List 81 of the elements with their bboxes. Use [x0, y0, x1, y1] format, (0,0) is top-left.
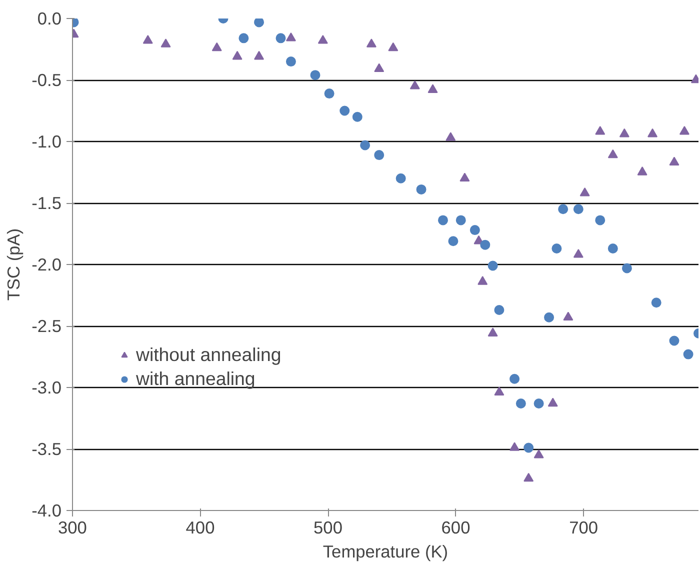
point: [318, 34, 328, 44]
point: [160, 38, 171, 48]
y-tick-label: 0.0: [37, 8, 62, 28]
point: [573, 248, 584, 258]
y-tick-label: -2.5: [32, 316, 62, 336]
point: [460, 172, 470, 182]
point: [637, 166, 648, 176]
point: [410, 80, 420, 90]
point: [534, 398, 544, 408]
point: [212, 42, 222, 52]
y-axis-title: TSC (pA): [4, 228, 24, 301]
point: [286, 32, 296, 42]
point: [388, 42, 398, 52]
y-tick-label: -3.5: [32, 439, 62, 459]
y-tick-label: -4.0: [32, 500, 62, 520]
point: [563, 312, 574, 320]
y-tick-label: -2.0: [32, 254, 62, 274]
point: [340, 106, 350, 116]
point: [254, 50, 264, 60]
point: [510, 374, 520, 384]
point: [366, 38, 376, 48]
point: [232, 50, 242, 60]
point: [446, 132, 456, 141]
point: [651, 298, 662, 308]
point: [510, 442, 520, 451]
point: [679, 126, 690, 135]
point: [416, 184, 426, 194]
point: [276, 33, 286, 44]
point: [516, 398, 526, 408]
point: [580, 187, 590, 196]
point: [669, 336, 680, 346]
point: [608, 149, 618, 158]
y-tick-label: -1.5: [32, 193, 62, 213]
point: [558, 204, 568, 214]
point: [595, 215, 606, 226]
point: [595, 126, 606, 135]
point: [548, 398, 558, 407]
point: [438, 215, 448, 226]
point: [310, 70, 320, 80]
point: [669, 156, 680, 166]
x-tick-label: 300: [58, 518, 87, 538]
point: [374, 63, 384, 72]
point: [619, 128, 630, 138]
point: [352, 112, 362, 122]
point: [524, 472, 534, 482]
point: [480, 240, 490, 250]
x-tick-label: 500: [314, 518, 342, 538]
point: [524, 442, 534, 453]
point: [428, 84, 438, 93]
point: [488, 260, 498, 271]
y-tick-label: -0.5: [32, 70, 62, 90]
point: [142, 34, 153, 44]
point: [544, 312, 554, 322]
point: [683, 349, 694, 360]
point: [470, 225, 480, 236]
point: [488, 328, 498, 336]
point: [360, 140, 370, 150]
point: [448, 236, 458, 246]
point: [374, 150, 384, 160]
point: [608, 244, 618, 254]
x-tick-label: 400: [186, 518, 215, 538]
point: [552, 244, 562, 254]
point: [286, 56, 296, 67]
legend-label: with annealing: [136, 368, 256, 390]
point: [494, 305, 504, 315]
x-tick-label: 600: [441, 518, 470, 538]
point: [478, 276, 488, 285]
y-tick-label: -3.0: [32, 378, 62, 398]
point: [324, 88, 334, 99]
x-axis-title: Temperature (K): [322, 542, 448, 562]
point: [494, 386, 504, 396]
point: [622, 263, 632, 274]
y-tick-label: -1.0: [32, 132, 62, 152]
point: [573, 204, 584, 214]
point: [534, 449, 544, 458]
point: [648, 128, 658, 138]
x-tick-label: 700: [569, 518, 598, 538]
point: [456, 215, 466, 226]
legend-label: without annealing: [136, 344, 282, 366]
point: [396, 173, 406, 184]
point: [238, 33, 249, 44]
